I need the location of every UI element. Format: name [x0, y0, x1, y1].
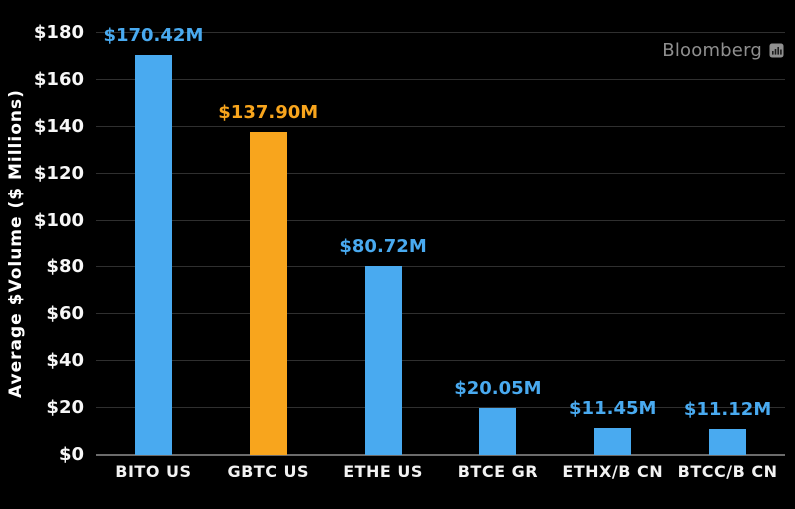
x-axis-label: BITO US: [115, 462, 192, 481]
bar-slot: $137.90M: [211, 33, 326, 455]
gridline: [96, 78, 785, 80]
x-axis-labels: BITO US GBTC US ETHE US BTCE GR ETHX/B CN BTC…: [96, 462, 785, 481]
bar-bito-us: [134, 55, 172, 455]
bar-slot: $11.45M: [555, 33, 670, 455]
gridline: [96, 360, 785, 362]
gridline: [96, 266, 785, 268]
y-axis-title: Average $Volume ($ Millions): [6, 89, 26, 399]
y-tick-label: $0: [58, 444, 84, 465]
plot-area: $170.42M $137.90M $80.72M $20.05M $11.45M $11…: [96, 25, 785, 456]
bar-ethx-b-cn: [594, 428, 632, 455]
bar-slot: $170.42M: [96, 25, 211, 455]
bloomberg-brand: Bloomberg: [662, 40, 784, 61]
y-tick-label: $140: [33, 115, 84, 137]
bar-ethe-us: [364, 265, 402, 455]
y-tick-label: $160: [33, 68, 84, 90]
gridline: [96, 313, 785, 315]
value-label: $20.05M: [454, 378, 542, 399]
value-label: $170.42M: [103, 25, 204, 47]
bloomberg-wordmark: Bloomberg: [662, 40, 762, 61]
y-tick-label: $180: [33, 22, 84, 43]
bar-btcc-b-cn: [709, 428, 747, 455]
y-tick-label: $20: [46, 397, 84, 419]
value-label: $11.45M: [569, 398, 657, 420]
x-axis-label: ETHX/B CN: [562, 462, 664, 481]
y-tick-label: $40: [46, 350, 84, 372]
gridline: [96, 125, 785, 127]
value-label: $80.72M: [339, 235, 427, 257]
x-axis-label: GBTC US: [227, 462, 310, 481]
bar-btce-gr: [479, 408, 517, 455]
y-tick-label: $60: [46, 303, 84, 325]
bar-slot: $11.12M: [670, 33, 785, 455]
bars-layer: $170.42M $137.90M $80.72M $20.05M $11.45M $11…: [96, 25, 785, 455]
bar-slot: $80.72M: [326, 33, 441, 455]
gridline: [96, 219, 785, 221]
x-axis-label: ETHE US: [343, 462, 423, 481]
y-tick-label: $120: [33, 162, 84, 184]
x-axis-label: BTCC/B CN: [677, 462, 778, 481]
value-label: $11.12M: [683, 398, 772, 420]
bar-gbtc-us: [249, 131, 287, 455]
y-tick-label: $100: [33, 209, 84, 231]
x-axis-baseline: [96, 454, 785, 456]
bar-slot: $20.05M: [440, 33, 555, 455]
bloomberg-terminal-icon: [769, 43, 784, 58]
gridline: [96, 172, 785, 174]
value-label: $137.90M: [218, 101, 319, 123]
y-tick-label: $80: [46, 256, 84, 278]
x-axis-label: BTCE GR: [457, 462, 539, 481]
gridline: [96, 32, 785, 33]
gridline: [96, 407, 785, 409]
